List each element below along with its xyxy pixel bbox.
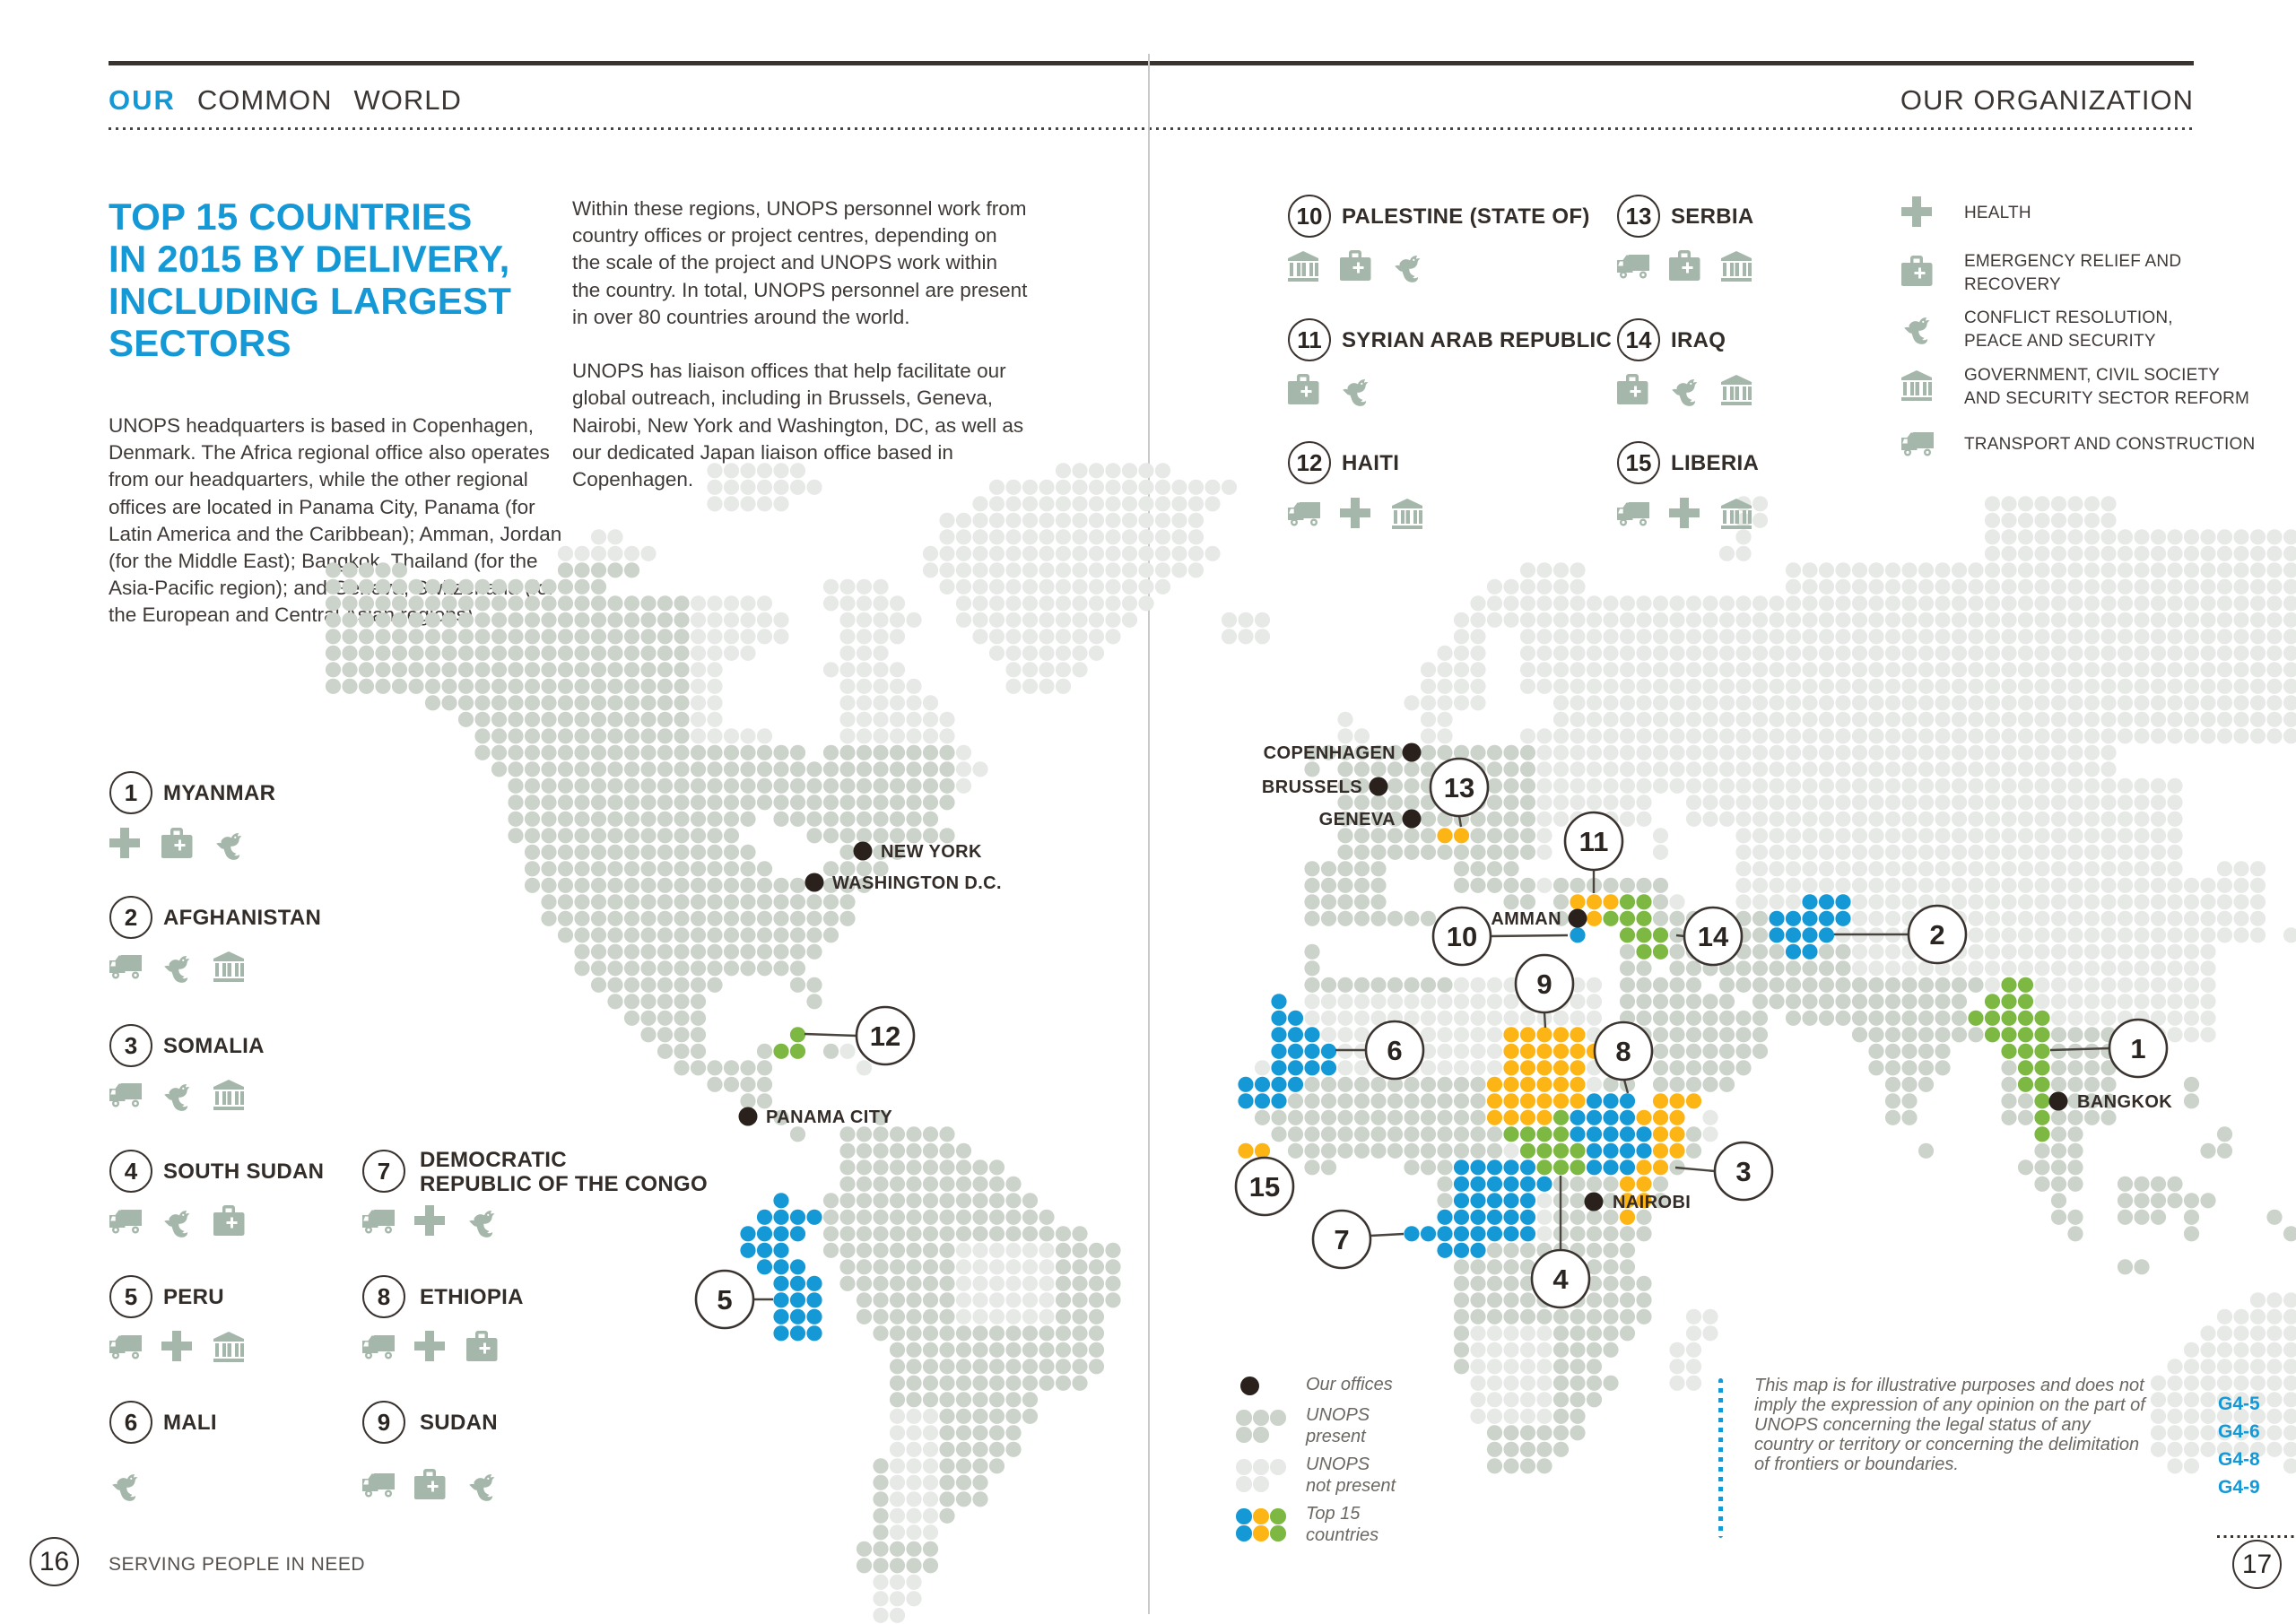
svg-text:7: 7 <box>1334 1224 1349 1255</box>
svg-text:13: 13 <box>1444 772 1474 803</box>
svg-text:11: 11 <box>1579 826 1609 857</box>
svg-text:6: 6 <box>1387 1035 1402 1066</box>
svg-text:NAIROBI: NAIROBI <box>1613 1193 1691 1212</box>
svg-text:GENEVA: GENEVA <box>1319 810 1396 829</box>
svg-text:3: 3 <box>1735 1156 1751 1187</box>
svg-text:WASHINGTON D.C.: WASHINGTON D.C. <box>832 873 1002 893</box>
svg-text:9: 9 <box>1536 968 1552 1000</box>
svg-text:5: 5 <box>717 1284 732 1316</box>
svg-text:COPENHAGEN: COPENHAGEN <box>1264 743 1396 763</box>
svg-text:15: 15 <box>1249 1171 1280 1203</box>
svg-text:10: 10 <box>1447 921 1477 952</box>
svg-text:4: 4 <box>1552 1264 1569 1295</box>
svg-text:8: 8 <box>1615 1036 1631 1067</box>
svg-text:PANAMA CITY: PANAMA CITY <box>766 1107 892 1127</box>
svg-text:1: 1 <box>2130 1033 2145 1064</box>
svg-text:NEW YORK: NEW YORK <box>881 842 982 862</box>
svg-text:AMMAN: AMMAN <box>1491 909 1561 929</box>
svg-text:BANGKOK: BANGKOK <box>2077 1092 2172 1112</box>
svg-text:BRUSSELS: BRUSSELS <box>1262 777 1362 797</box>
svg-text:14: 14 <box>1698 921 1729 952</box>
svg-text:12: 12 <box>870 1020 900 1052</box>
svg-text:2: 2 <box>1929 919 1944 951</box>
